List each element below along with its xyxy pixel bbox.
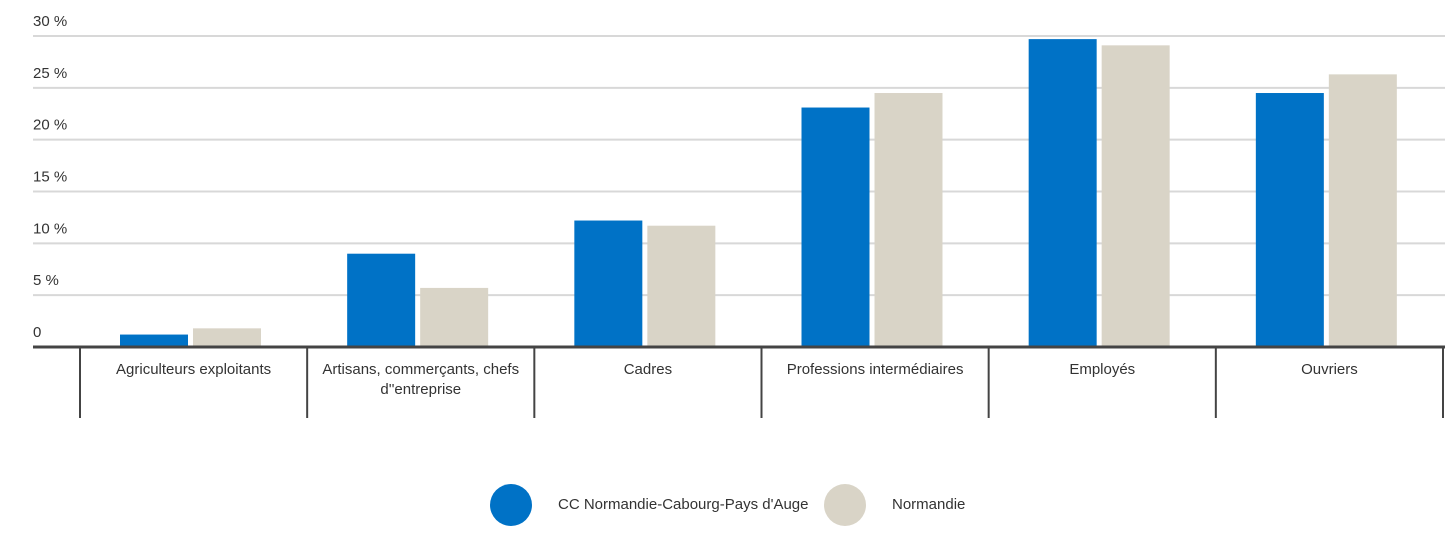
x-tick-label: Cadres <box>623 361 673 378</box>
bar <box>1328 74 1397 348</box>
bar <box>1101 45 1170 348</box>
bar <box>347 253 416 347</box>
y-tick-label: 15 % <box>33 168 67 185</box>
bar <box>1255 93 1324 348</box>
x-tick-label: Ouvriers <box>1301 361 1358 378</box>
bar <box>193 328 261 347</box>
legend-swatch <box>490 484 532 526</box>
x-tick-label: Employés <box>1069 361 1136 378</box>
bar <box>874 93 943 348</box>
x-tick-label: Agriculteurs exploitants <box>116 361 272 378</box>
legend-label: CC Normandie-Cabourg-Pays d'Auge <box>558 496 808 513</box>
bar <box>120 334 188 347</box>
y-tick-label: 5 % <box>33 272 59 289</box>
x-tick-label: Artisans, commerçants, chefs d''entrepri… <box>322 361 520 398</box>
y-tick-label: 30 % <box>33 13 67 30</box>
bar <box>801 107 870 347</box>
bar <box>1028 39 1097 348</box>
bar <box>420 287 489 347</box>
y-tick-label: 10 % <box>33 220 67 237</box>
bar <box>574 220 643 347</box>
x-tick-label: Professions intermédiaires <box>786 361 964 378</box>
y-tick-label: 0 <box>33 324 41 341</box>
y-tick-label: 20 % <box>33 117 67 134</box>
y-tick-label: 25 % <box>33 65 67 82</box>
legend-label: Normandie <box>892 496 965 513</box>
bar <box>647 225 716 347</box>
legend-swatch <box>824 484 866 526</box>
